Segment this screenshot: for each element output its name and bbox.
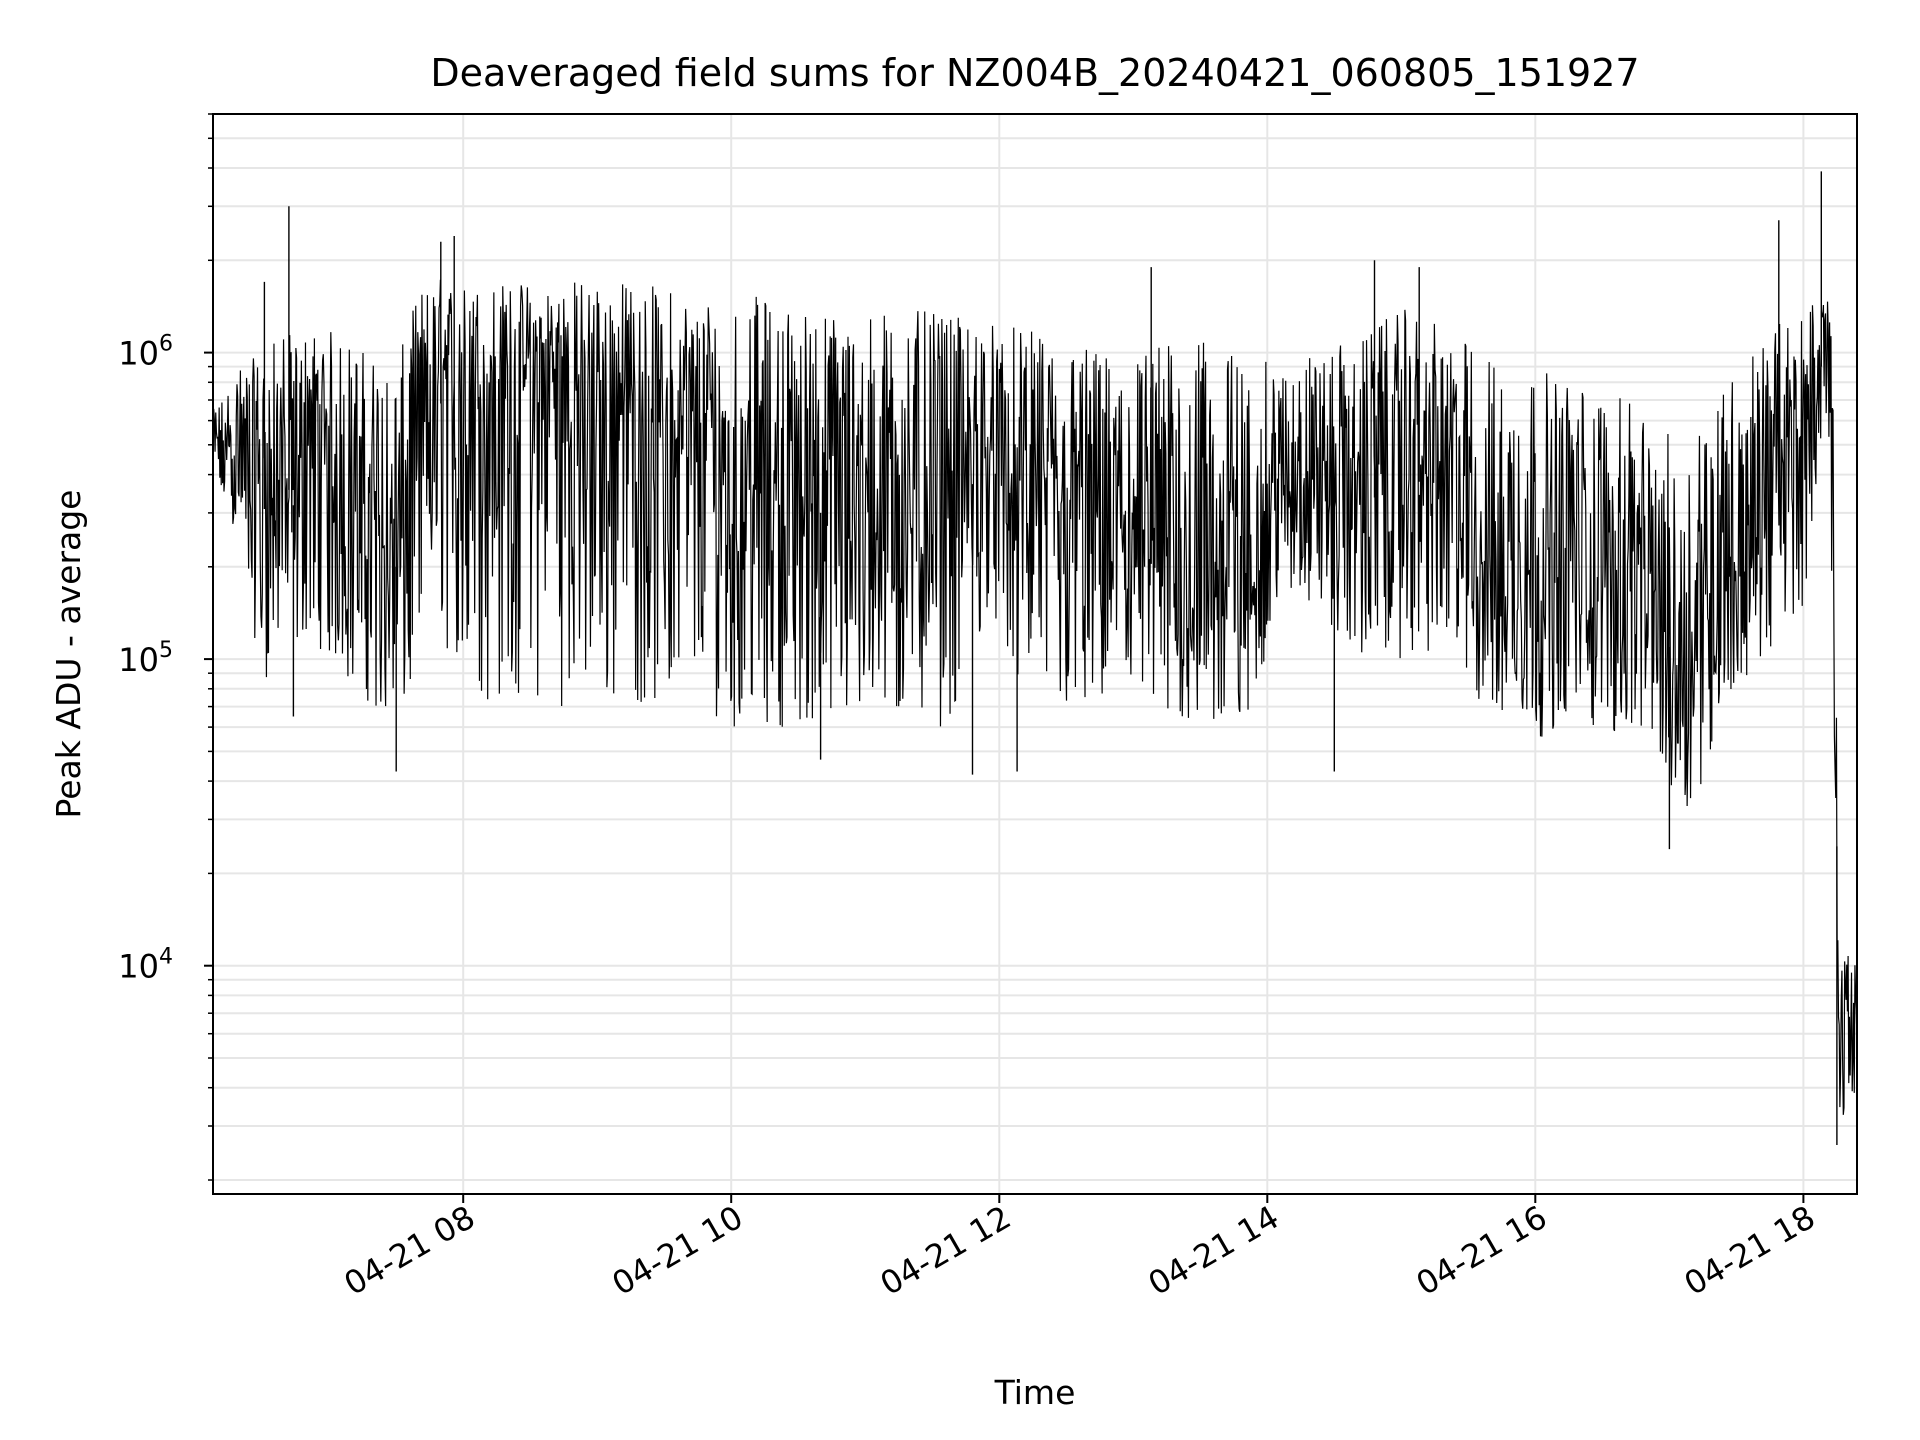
y-tick-exponent: 4 [159,945,173,970]
y-tick-base: 10 [118,948,159,986]
y-tick-base: 10 [118,641,159,679]
series-line [212,279,1858,1115]
y-tick-base: 10 [118,335,159,373]
y-tick-exponent: 5 [159,638,173,663]
plot-frame [212,113,1858,1195]
y-axis-label: Peak ADU - average [49,490,88,819]
y-tick-label: 105 [118,638,173,679]
series-layer [212,171,1858,1145]
chart-title: Deaveraged field sums for NZ004B_2024042… [430,51,1639,95]
x-axis-label: Time [994,1373,1076,1412]
y-tick-label: 104 [118,945,173,986]
y-tick-exponent: 6 [159,332,173,357]
y-tick-label: 106 [118,332,173,373]
